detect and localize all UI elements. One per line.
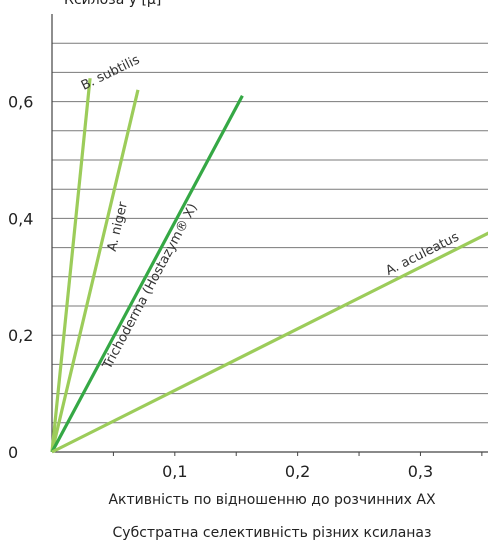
series-lines (50, 78, 488, 454)
y-tick-label: 0 (8, 443, 18, 462)
series-line (51, 231, 488, 454)
series-line (50, 95, 244, 453)
x-tick-label: 0,3 (408, 462, 433, 481)
y-tick-label: 0,6 (8, 93, 33, 112)
grid-lines (51, 14, 488, 456)
series-line (50, 78, 92, 453)
y-tick-label: 0,4 (8, 209, 33, 228)
x-tick-labels: 0,1 0,2 0,3 (162, 462, 433, 481)
y-tick-label: 0,2 (8, 326, 33, 345)
x-tick-label: 0,1 (162, 462, 187, 481)
x-axis-label: Активність по відношенню до розчинних АХ (108, 492, 435, 508)
series-label: B. subtilis (79, 52, 143, 93)
series-label: A. aculeatus (383, 230, 461, 279)
x-tick-label: 0,2 (285, 462, 310, 481)
y-axis-label-partial: Ксилоза у [μ] (64, 0, 161, 8)
chart-caption: Субстратна селективність різних ксиланаз (113, 525, 432, 541)
y-tick-labels: 0 0,2 0,4 0,6 (8, 93, 33, 462)
series-line (50, 89, 140, 453)
